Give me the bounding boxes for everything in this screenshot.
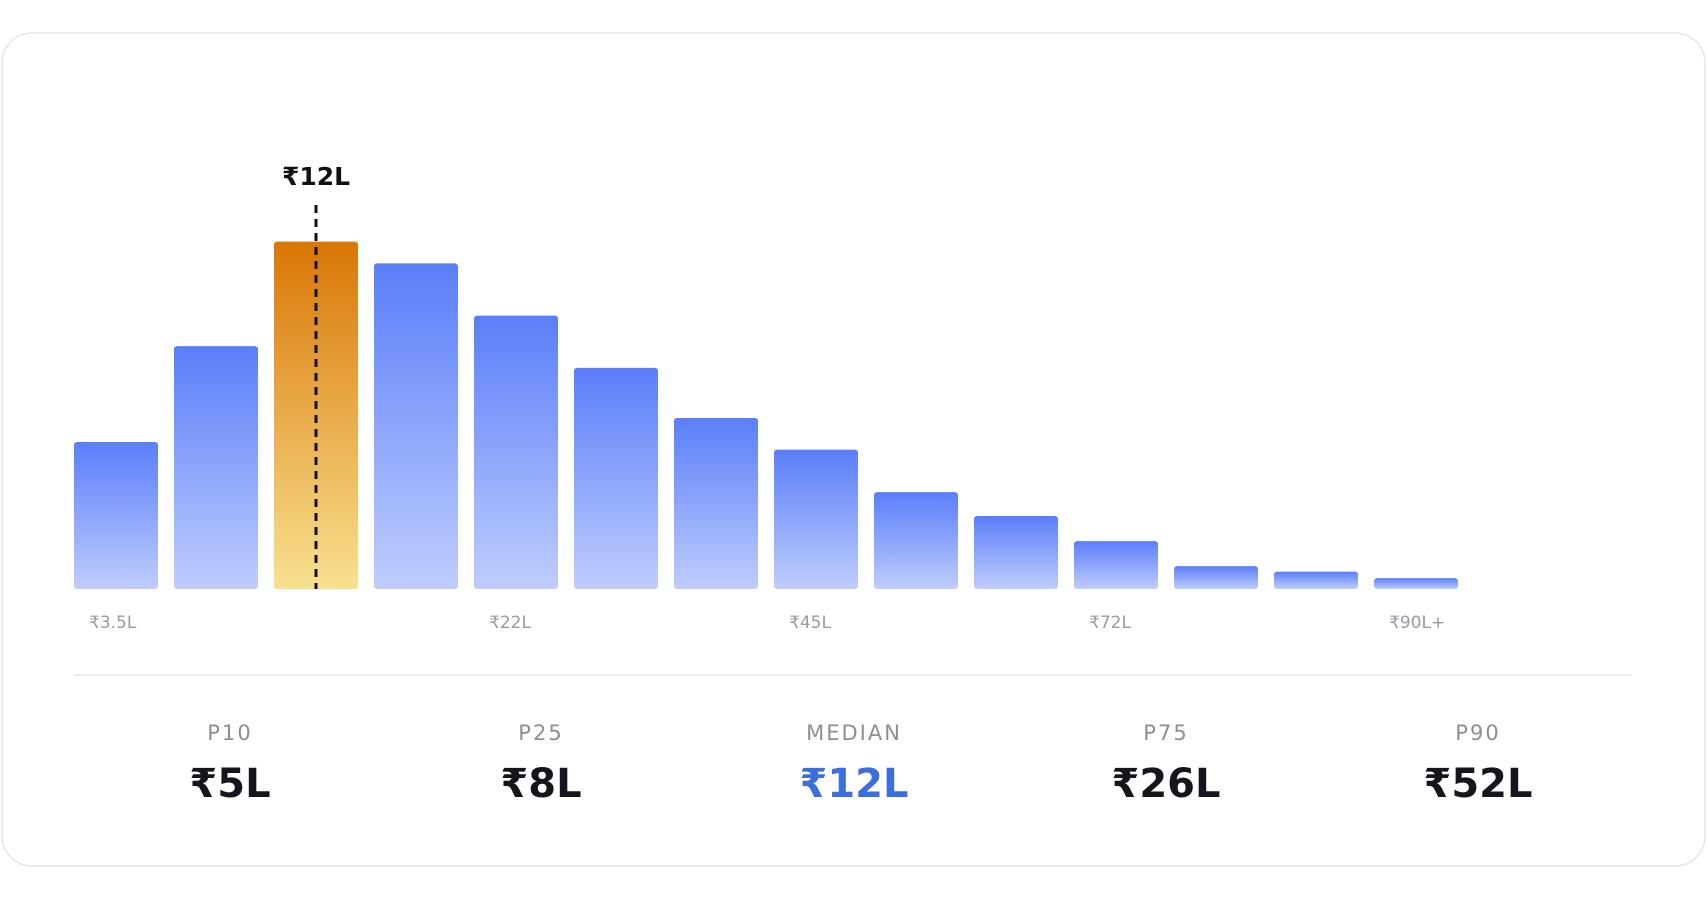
card <box>1 32 1706 867</box>
stat-label: P90 <box>1455 721 1500 745</box>
bar <box>1074 541 1158 589</box>
x-tick-label: ₹72L <box>1089 613 1131 633</box>
x-tick-label: ₹22L <box>489 613 531 633</box>
bar <box>474 315 558 589</box>
bar <box>1274 571 1358 589</box>
bar <box>1174 566 1258 589</box>
x-tick-label: ₹45L <box>789 613 831 633</box>
stat-value: ₹52L <box>1424 761 1533 807</box>
bar <box>174 346 258 589</box>
bar <box>374 263 458 589</box>
bar <box>774 449 858 589</box>
bar <box>574 367 658 589</box>
bar <box>974 516 1058 589</box>
stat-value: ₹26L <box>1112 761 1221 807</box>
stat-label: P75 <box>1143 721 1188 745</box>
x-tick-label: ₹3.5L <box>89 613 137 633</box>
bar <box>674 418 758 589</box>
stat-value: ₹8L <box>500 761 581 807</box>
stat-label: P10 <box>207 721 252 745</box>
stat-value: ₹12L <box>800 761 909 807</box>
bar <box>74 441 158 589</box>
stat-label: P25 <box>518 721 563 745</box>
stat-value: ₹5L <box>189 761 270 807</box>
stat-label: MEDIAN <box>806 721 902 745</box>
x-tick-label: ₹90L+ <box>1389 613 1445 633</box>
bar <box>1374 578 1458 589</box>
marker-label: ₹12L <box>282 162 350 191</box>
bar <box>874 492 958 589</box>
